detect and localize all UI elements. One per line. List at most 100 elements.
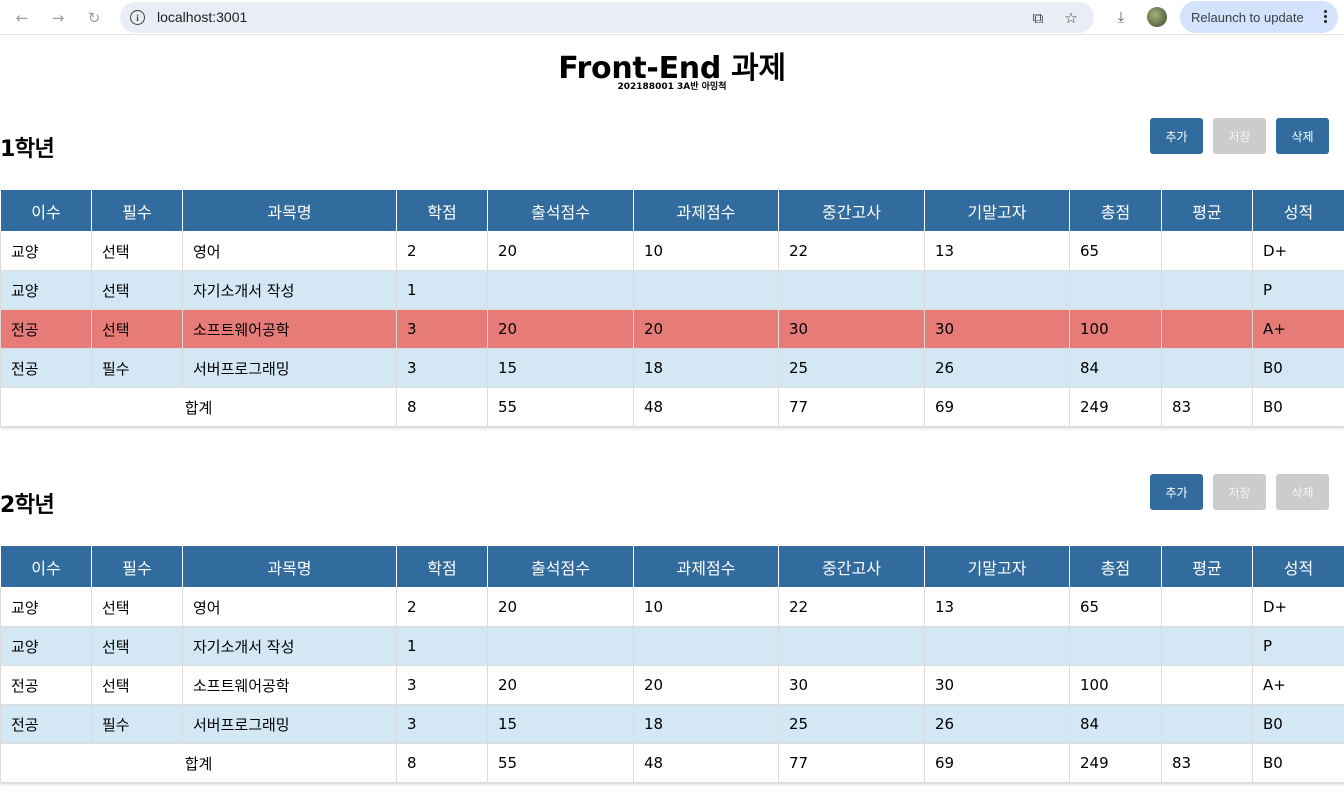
total-cell: 249	[1069, 743, 1162, 783]
table-row[interactable]: 전공 필수 서버프로그래밍 3 15 18 25 26 84 B0	[0, 704, 1344, 744]
forward-icon[interactable]: →	[51, 9, 65, 27]
cell[interactable]: 25	[778, 704, 925, 744]
relaunch-button[interactable]: Relaunch to update	[1180, 1, 1338, 33]
delete-button[interactable]: 삭제	[1276, 118, 1329, 154]
download-icon[interactable]: ⤓	[1117, 8, 1125, 26]
save-button[interactable]: 저장	[1213, 118, 1266, 154]
cell[interactable]: 22	[778, 587, 925, 627]
cell[interactable]: 소프트웨어공학	[182, 665, 397, 705]
cell[interactable]: 영어	[182, 587, 397, 627]
cell[interactable]: 18	[633, 348, 779, 388]
cell[interactable]: 3	[396, 704, 488, 744]
cell[interactable]: 15	[487, 704, 634, 744]
cell	[1069, 626, 1162, 666]
add-button[interactable]: 추가	[1150, 118, 1203, 154]
delete-button[interactable]: 삭제	[1276, 474, 1329, 510]
cell[interactable]: 20	[487, 309, 634, 349]
cell[interactable]: 15	[487, 348, 634, 388]
cell[interactable]: 22	[778, 231, 925, 271]
cell[interactable]: 서버프로그래밍	[182, 704, 397, 744]
add-button[interactable]: 추가	[1150, 474, 1203, 510]
cell[interactable]: 30	[778, 309, 925, 349]
cell[interactable]: 자기소개서 작성	[182, 626, 397, 666]
cell[interactable]: 3	[396, 665, 488, 705]
cell[interactable]: 선택	[91, 270, 183, 310]
cell: 84	[1069, 348, 1162, 388]
save-button[interactable]: 저장	[1213, 474, 1266, 510]
cell[interactable]: 전공	[0, 348, 92, 388]
column-header: 학점	[396, 189, 488, 232]
table-row[interactable]: 교양 선택 영어 2 20 10 22 13 65 D+	[0, 231, 1344, 271]
column-header: 총점	[1069, 189, 1162, 232]
cell[interactable]: 20	[633, 665, 779, 705]
cell[interactable]: 20	[487, 587, 634, 627]
grades-table: 이수 필수 과목명 학점 출석점수 과제점수 중간고사 기말고자 총점 평균 성…	[0, 545, 1344, 783]
cell[interactable]: 영어	[182, 231, 397, 271]
cell[interactable]: 선택	[91, 231, 183, 271]
cell[interactable]: 필수	[91, 348, 183, 388]
cell[interactable]: 선택	[91, 587, 183, 627]
total-cell: 48	[633, 743, 779, 783]
profile-avatar[interactable]	[1147, 7, 1167, 27]
table-row[interactable]: 교양 선택 영어 2 20 10 22 13 65 D+	[0, 587, 1344, 627]
cell[interactable]: 3	[396, 348, 488, 388]
cell[interactable]: 10	[633, 587, 779, 627]
cell[interactable]: 필수	[91, 704, 183, 744]
table-row-selected[interactable]: 전공 선택 소프트웨어공학 3 20 20 30 30 100 A+	[0, 309, 1344, 349]
cell[interactable]: 30	[924, 309, 1070, 349]
table-row[interactable]: 교양 선택 자기소개서 작성 1 P	[0, 270, 1344, 310]
cell[interactable]: 교양	[0, 587, 92, 627]
cell[interactable]: 선택	[91, 626, 183, 666]
cell[interactable]: 1	[396, 626, 488, 666]
reload-icon[interactable]: ↻	[87, 9, 101, 27]
cell[interactable]: 소프트웨어공학	[182, 309, 397, 349]
table-row[interactable]: 교양 선택 자기소개서 작성 1 P	[0, 626, 1344, 666]
total-cell: 69	[924, 743, 1070, 783]
cell[interactable]: 선택	[91, 665, 183, 705]
cell[interactable]: 26	[924, 704, 1070, 744]
cell[interactable]: 교양	[0, 270, 92, 310]
cell[interactable]: 1	[396, 270, 488, 310]
menu-kebab-icon[interactable]	[1324, 10, 1328, 24]
cell[interactable]: 20	[487, 231, 634, 271]
cell[interactable]: 18	[633, 704, 779, 744]
back-icon[interactable]: ←	[15, 9, 29, 27]
cell[interactable]: 30	[924, 665, 1070, 705]
address-bar[interactable]: i localhost:3001 ⧉ ☆	[120, 2, 1094, 33]
cell[interactable]: 자기소개서 작성	[182, 270, 397, 310]
cell[interactable]: 전공	[0, 665, 92, 705]
cell[interactable]: 10	[633, 231, 779, 271]
cell[interactable]: 30	[778, 665, 925, 705]
cell[interactable]	[487, 626, 634, 666]
cell[interactable]: 서버프로그래밍	[182, 348, 397, 388]
cell[interactable]: 13	[924, 231, 1070, 271]
cell[interactable]: 교양	[0, 626, 92, 666]
cell[interactable]: 3	[396, 309, 488, 349]
table-row[interactable]: 전공 필수 서버프로그래밍 3 15 18 25 26 84 B0	[0, 348, 1344, 388]
cell[interactable]	[924, 270, 1070, 310]
cell[interactable]: 선택	[91, 309, 183, 349]
cell[interactable]: 13	[924, 587, 1070, 627]
cell: P	[1252, 270, 1344, 310]
cell: D+	[1252, 587, 1344, 627]
cell[interactable]	[633, 270, 779, 310]
cell[interactable]: 전공	[0, 704, 92, 744]
install-app-icon[interactable]: ⧉	[1032, 9, 1044, 27]
cell[interactable]: 전공	[0, 309, 92, 349]
cell[interactable]: 2	[396, 231, 488, 271]
table-row[interactable]: 전공 선택 소프트웨어공학 3 20 20 30 30 100 A+	[0, 665, 1344, 705]
cell[interactable]	[778, 626, 925, 666]
cell[interactable]: 교양	[0, 231, 92, 271]
cell[interactable]: 20	[487, 665, 634, 705]
cell[interactable]	[778, 270, 925, 310]
cell[interactable]: 2	[396, 587, 488, 627]
cell[interactable]: 26	[924, 348, 1070, 388]
cell[interactable]	[924, 626, 1070, 666]
url-text[interactable]: localhost:3001	[157, 9, 248, 25]
cell[interactable]: 25	[778, 348, 925, 388]
cell[interactable]: 20	[633, 309, 779, 349]
cell[interactable]	[487, 270, 634, 310]
bookmark-star-icon[interactable]: ☆	[1064, 9, 1078, 27]
cell[interactable]	[633, 626, 779, 666]
site-info-icon[interactable]: i	[130, 10, 145, 25]
